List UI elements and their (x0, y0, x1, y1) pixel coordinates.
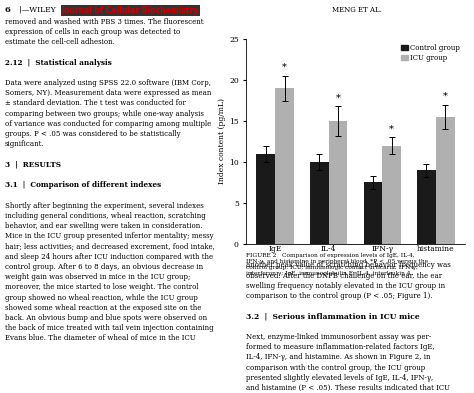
Text: Mice in the ICU group presented inferior mentality; messy: Mice in the ICU group presented inferior… (5, 232, 213, 240)
Text: expression of cells in each group was detected to: expression of cells in each group was de… (5, 28, 180, 36)
Bar (328, 121, 347, 244)
Bar (383, 145, 401, 244)
Text: Shortly after beginning the experiment, several indexes: Shortly after beginning the experiment, … (5, 202, 203, 209)
Text: ± standard deviation. The t test was conducted for: ± standard deviation. The t test was con… (5, 99, 186, 107)
Text: *: * (282, 63, 287, 72)
Text: hair; less activities; and decreased excrement, food intake,: hair; less activities; and decreased exc… (5, 242, 215, 250)
Text: swelling frequency notably elevated in the ICU group in: swelling frequency notably elevated in t… (246, 282, 446, 290)
Text: weight gain was observed in mice in the ICU group;: weight gain was observed in mice in the … (5, 273, 190, 281)
Text: IL-4, IFN-γ, and histamine. As shown in Figure 2, in: IL-4, IFN-γ, and histamine. As shown in … (246, 353, 431, 361)
Text: of variance was conducted for comparing among multiple: of variance was conducted for comparing … (5, 120, 211, 128)
Text: Next, enzyme-linked immunosorbent assay was per-: Next, enzyme-linked immunosorbent assay … (246, 333, 432, 341)
Text: another peak value of scratching behavior frequency was: another peak value of scratching behavio… (246, 261, 451, 269)
Bar (275, 88, 294, 244)
Text: |—WILEY: |—WILEY (19, 6, 55, 14)
Text: control group. After 6 to 8 days, an obvious decrease in: control group. After 6 to 8 days, an obv… (5, 263, 203, 271)
Text: 3.1  |  Comparison of different indexes: 3.1 | Comparison of different indexes (5, 181, 161, 189)
Text: estimate the cell-cell adhesion.: estimate the cell-cell adhesion. (5, 38, 115, 46)
Text: comparing between two groups; while one-way analysis: comparing between two groups; while one-… (5, 110, 204, 118)
Text: group showed no wheal reaction, while the ICU group: group showed no wheal reaction, while th… (5, 294, 198, 301)
Text: including general conditions, wheal reaction, scratching: including general conditions, wheal reac… (5, 212, 206, 220)
Text: 2.12  |  Statistical analysis: 2.12 | Statistical analysis (5, 59, 111, 66)
Text: *: * (443, 92, 447, 101)
Text: groups. P < .05 was considered to be statistically: groups. P < .05 was considered to be sta… (5, 130, 181, 138)
Text: 3.2  |  Serious inflammation in ICU mice: 3.2 | Serious inflammation in ICU mice (246, 312, 420, 320)
Text: Journal of Cellular Biochemistry: Journal of Cellular Biochemistry (62, 6, 199, 15)
Text: 6: 6 (5, 6, 10, 14)
Bar (256, 154, 275, 244)
Bar (436, 117, 455, 244)
Legend: Control group, ICU group: Control group, ICU group (400, 43, 461, 63)
Text: 3  |  RESULTS: 3 | RESULTS (5, 161, 61, 169)
Text: and sleep 24 hours after ICU induction compared with the: and sleep 24 hours after ICU induction c… (5, 253, 213, 261)
Text: Evans blue. The diameter of wheal of mice in the ICU: Evans blue. The diameter of wheal of mic… (5, 334, 195, 342)
Text: Data were analyzed using SPSS 22.0 software (IBM Corp,: Data were analyzed using SPSS 22.0 softw… (5, 79, 211, 87)
Text: moreover, the mice started to lose weight. The control: moreover, the mice started to lose weigh… (5, 283, 198, 291)
Text: Somers, NY). Measurement data were expressed as mean: Somers, NY). Measurement data were expre… (5, 89, 211, 97)
Bar (417, 170, 436, 244)
Bar (310, 162, 328, 244)
Bar (364, 182, 383, 244)
Text: MENG ET AL.: MENG ET AL. (332, 6, 382, 14)
Text: removed and washed with PBS 3 times. The fluorescent: removed and washed with PBS 3 times. The… (5, 18, 203, 26)
Text: comparison with the control group, the ICU group: comparison with the control group, the I… (246, 364, 426, 371)
Text: comparison to the control group (P < .05; Figure 1).: comparison to the control group (P < .05… (246, 292, 433, 300)
Text: back. An obvious bump and blue spots were observed on: back. An obvious bump and blue spots wer… (5, 314, 207, 322)
Text: observed. After the DNFB challenge on the ear, the ear: observed. After the DNFB challenge on th… (246, 272, 443, 279)
Text: significant.: significant. (5, 140, 45, 148)
Y-axis label: Index content (pg/mL): Index content (pg/mL) (219, 99, 226, 184)
Text: FIGURE 2   Comparison of expression levels of IgE, IL-4,
IFN-γ, and histamine in: FIGURE 2 Comparison of expression levels… (246, 253, 428, 276)
Text: *: * (336, 93, 340, 102)
Text: the back of mice treated with tail vein injection containing: the back of mice treated with tail vein … (5, 324, 213, 332)
Text: and histamine (P < .05). These results indicated that ICU: and histamine (P < .05). These results i… (246, 384, 450, 392)
Text: behavior, and ear swelling were taken in consideration.: behavior, and ear swelling were taken in… (5, 222, 202, 230)
Text: formed to measure inflammation-related factors IgE,: formed to measure inflammation-related f… (246, 343, 435, 351)
Text: showed some wheal reaction at the exposed site on the: showed some wheal reaction at the expose… (5, 304, 201, 312)
Text: presented slightly elevated levels of IgE, IL-4, IFN-γ,: presented slightly elevated levels of Ig… (246, 374, 434, 382)
Text: *: * (389, 124, 394, 133)
